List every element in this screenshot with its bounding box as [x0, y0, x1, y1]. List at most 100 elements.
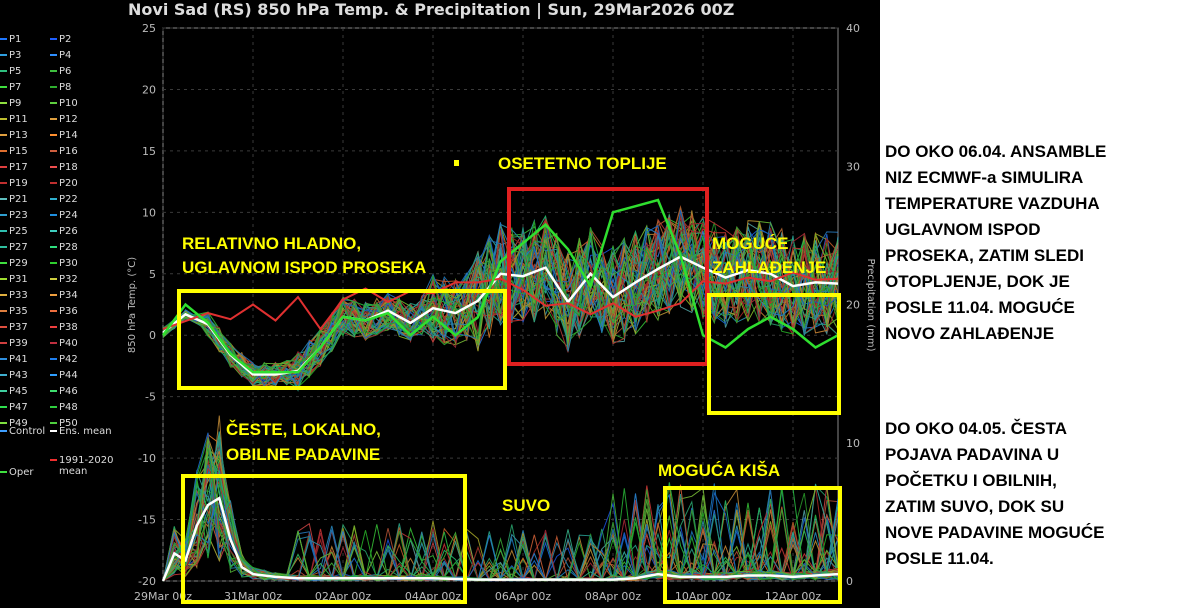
annotation-rain-often-line2: OBILNE PADAVINE — [226, 445, 381, 464]
legend-item: P8 — [50, 82, 71, 93]
legend-item: P45 — [0, 386, 28, 397]
legend-item: P14 — [50, 130, 78, 141]
legend-swatch — [50, 430, 57, 432]
y-tick-label: 5 — [149, 268, 156, 281]
legend-item: P36 — [50, 306, 78, 317]
legend-label: P1 — [9, 34, 22, 45]
annotation-cooling-line2: ZAHLAĐENJE — [712, 258, 827, 277]
member-temp-line — [162, 220, 839, 379]
side-note-line: ZATIM SUVO, DOK SU — [885, 497, 1065, 516]
legend-label: Control — [9, 426, 46, 437]
legend-swatch — [0, 182, 7, 184]
legend-swatch — [50, 342, 57, 344]
legend-swatch — [50, 86, 57, 88]
legend-label: Oper — [9, 467, 34, 478]
side-note-line: POSLE 11.04. — [885, 549, 994, 568]
legend-label: P38 — [59, 322, 78, 333]
legend-label: P39 — [9, 338, 28, 349]
legend-swatch — [0, 230, 7, 232]
legend-label: P15 — [9, 146, 28, 157]
legend-label: P46 — [59, 386, 78, 397]
legend-swatch — [0, 150, 7, 152]
legend-label: P44 — [59, 370, 78, 381]
legend-swatch — [0, 166, 7, 168]
side-note-precipitation: DO OKO 04.05. ČESTA POJAVA PADAVINA U POČE… — [885, 416, 1197, 572]
y-tick-label: 10 — [142, 206, 156, 219]
x-tick-label: 06Apr 00z — [495, 590, 552, 603]
legend-swatch — [50, 278, 57, 280]
legend-item: P47 — [0, 402, 28, 413]
chart-panel: 25 20 15 10 5 0 -5 -10 -15 -20 40 30 20 10 0 29Mar 00z 3… — [0, 0, 880, 608]
legend-swatch — [0, 294, 7, 296]
legend-item: P19 — [0, 178, 28, 189]
x-tick-label: 12Apr 00z — [765, 590, 822, 603]
legend-label: P24 — [59, 210, 78, 221]
legend-item: P17 — [0, 162, 28, 173]
legend-swatch — [50, 38, 57, 40]
legend-item: P22 — [50, 194, 78, 205]
y-tick-label: 20 — [142, 83, 156, 96]
legend-label: P12 — [59, 114, 78, 125]
warm-period-box — [507, 187, 709, 366]
legend-label: P35 — [9, 306, 28, 317]
legend-item: P13 — [0, 130, 28, 141]
yellow-dot-mark — [454, 160, 459, 166]
side-note-line: POSLE 11.04. MOGUĆE — [885, 298, 1075, 317]
legend-label: P10 — [59, 98, 78, 109]
legend-item: P38 — [50, 322, 78, 333]
side-note-line: POJAVA PADAVINA U — [885, 445, 1060, 464]
y-tick-label: -5 — [145, 391, 156, 404]
legend-label: P33 — [9, 290, 28, 301]
member-temp-line — [162, 231, 839, 387]
y2-axis-label: Precipitation (mm) — [865, 259, 876, 352]
member-temp-line — [162, 232, 839, 375]
legend-item: P46 — [50, 386, 78, 397]
legend-item: P18 — [50, 162, 78, 173]
legend-label: P19 — [9, 178, 28, 189]
legend-label: P22 — [59, 194, 78, 205]
legend-label: P6 — [59, 66, 72, 77]
legend-item: P10 — [50, 98, 78, 109]
y-tick-label: -15 — [138, 514, 156, 527]
legend-label: P21 — [9, 194, 28, 205]
legend-item: P11 — [0, 114, 28, 125]
legend-swatch — [0, 134, 7, 136]
cooling-period-box — [707, 293, 841, 415]
legend-item: P41 — [0, 354, 28, 365]
legend-item: Oper — [0, 467, 33, 478]
legend-label: P26 — [59, 226, 78, 237]
y-tick-label: 15 — [142, 145, 156, 158]
legend-label: P25 — [9, 226, 28, 237]
legend-label: P20 — [59, 178, 78, 189]
legend-swatch — [50, 134, 57, 136]
legend-label: P49 — [9, 418, 28, 429]
legend-label: P16 — [59, 146, 78, 157]
legend-swatch — [0, 214, 7, 216]
chart-plot: 25 20 15 10 5 0 -5 -10 -15 -20 40 30 20 10 0 29Mar 00z 3… — [127, 22, 876, 604]
legend-item: P23 — [0, 210, 28, 221]
legend-label: P30 — [59, 258, 78, 269]
annotation-dry: SUVO — [502, 496, 551, 515]
side-note-temperature: DO OKO 06.04. ANSAMBLE NIZ ECMWF-a SIMULI… — [885, 139, 1197, 347]
legend-label: P45 — [9, 386, 28, 397]
legend-swatch — [0, 262, 7, 264]
legend-item: P34 — [50, 290, 78, 301]
legend-swatch — [0, 471, 7, 473]
legend-swatch — [50, 459, 57, 461]
x-tick-label: 29Mar 00z — [134, 590, 192, 603]
y2-tick-label: 10 — [846, 437, 860, 450]
legend-swatch — [0, 342, 7, 344]
annotation-rain-possible: MOGUĆA KIŠA — [658, 461, 781, 480]
legend-item: P40 — [50, 338, 78, 349]
legend-swatch — [50, 390, 57, 392]
legend-item: P42 — [50, 354, 78, 365]
legend-label: P17 — [9, 162, 28, 173]
annotation-cold-line2: UGLAVNOM ISPOD PROSEKA — [182, 258, 427, 277]
legend-swatch — [50, 310, 57, 312]
y-tick-label: -10 — [138, 452, 156, 465]
legend-label: P42 — [59, 354, 78, 365]
legend-label: P2 — [59, 34, 72, 45]
legend-label: P31 — [9, 274, 28, 285]
legend-label: P9 — [9, 98, 22, 109]
legend-swatch — [50, 358, 57, 360]
